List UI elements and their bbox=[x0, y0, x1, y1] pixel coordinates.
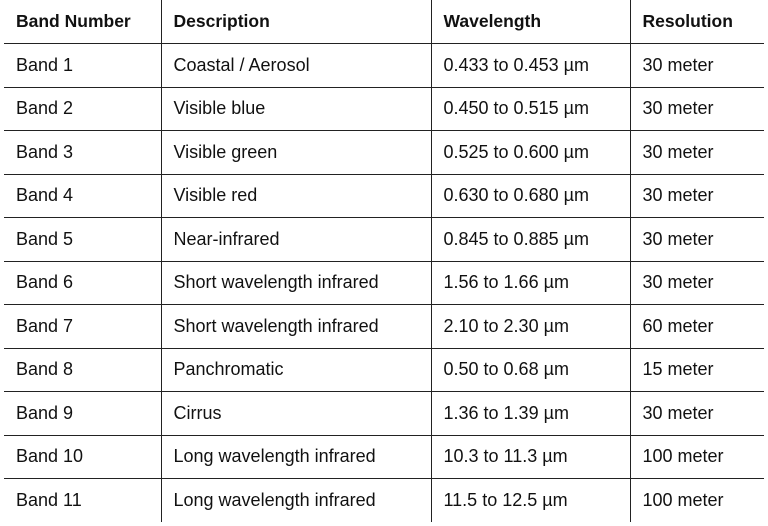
header-row: Band Number Description Wavelength Resol… bbox=[4, 0, 764, 44]
cell-description: Long wavelength infrared bbox=[160, 435, 431, 479]
cell-wavelength: 11.5 to 12.5 µm bbox=[430, 478, 630, 522]
table-row: Band 4 Visible red 0.630 to 0.680 µm 30 … bbox=[4, 174, 764, 218]
cell-band-number: Band 7 bbox=[4, 304, 161, 349]
table-row: Band 8 Panchromatic 0.50 to 0.68 µm 15 m… bbox=[4, 348, 764, 392]
cell-description: Visible blue bbox=[160, 87, 431, 131]
cell-description: Coastal / Aerosol bbox=[160, 43, 431, 88]
header-band-number: Band Number bbox=[4, 0, 161, 44]
header-description: Description bbox=[160, 0, 431, 44]
cell-band-number: Band 3 bbox=[4, 130, 161, 175]
cell-band-number: Band 6 bbox=[4, 261, 161, 305]
cell-description: Short wavelength infrared bbox=[160, 261, 431, 305]
cell-resolution: 30 meter bbox=[629, 43, 764, 88]
cell-resolution: 30 meter bbox=[629, 391, 764, 436]
cell-wavelength: 0.845 to 0.885 µm bbox=[430, 217, 630, 262]
cell-description: Short wavelength infrared bbox=[160, 304, 431, 349]
cell-resolution: 15 meter bbox=[629, 348, 764, 392]
header-resolution: Resolution bbox=[629, 0, 764, 44]
cell-description: Panchromatic bbox=[160, 348, 431, 392]
header-wavelength: Wavelength bbox=[430, 0, 630, 44]
cell-resolution: 100 meter bbox=[629, 435, 764, 479]
table-row: Band 6 Short wavelength infrared 1.56 to… bbox=[4, 261, 764, 305]
cell-wavelength: 10.3 to 11.3 µm bbox=[430, 435, 630, 479]
cell-resolution: 30 meter bbox=[629, 217, 764, 262]
cell-band-number: Band 10 bbox=[4, 435, 161, 479]
cell-wavelength: 1.56 to 1.66 µm bbox=[430, 261, 630, 305]
table-header: Band Number Description Wavelength Resol… bbox=[4, 0, 764, 44]
cell-resolution: 30 meter bbox=[629, 130, 764, 175]
cell-wavelength: 0.525 to 0.600 µm bbox=[430, 130, 630, 175]
cell-band-number: Band 8 bbox=[4, 348, 161, 392]
cell-resolution: 30 meter bbox=[629, 174, 764, 218]
cell-description: Cirrus bbox=[160, 391, 431, 436]
cell-band-number: Band 1 bbox=[4, 43, 161, 88]
cell-wavelength: 0.450 to 0.515 µm bbox=[430, 87, 630, 131]
cell-wavelength: 0.630 to 0.680 µm bbox=[430, 174, 630, 218]
cell-resolution: 30 meter bbox=[629, 261, 764, 305]
cell-resolution: 30 meter bbox=[629, 87, 764, 131]
table-row: Band 7 Short wavelength infrared 2.10 to… bbox=[4, 304, 764, 349]
band-table: Band Number Description Wavelength Resol… bbox=[4, 0, 764, 522]
cell-wavelength: 2.10 to 2.30 µm bbox=[430, 304, 630, 349]
cell-wavelength: 1.36 to 1.39 µm bbox=[430, 391, 630, 436]
cell-description: Visible red bbox=[160, 174, 431, 218]
table-row: Band 3 Visible green 0.525 to 0.600 µm 3… bbox=[4, 130, 764, 175]
table-row: Band 5 Near-infrared 0.845 to 0.885 µm 3… bbox=[4, 217, 764, 262]
cell-band-number: Band 2 bbox=[4, 87, 161, 131]
table-row: Band 1 Coastal / Aerosol 0.433 to 0.453 … bbox=[4, 43, 764, 88]
table-row: Band 2 Visible blue 0.450 to 0.515 µm 30… bbox=[4, 87, 764, 131]
cell-wavelength: 0.433 to 0.453 µm bbox=[430, 43, 630, 88]
cell-band-number: Band 11 bbox=[16, 489, 82, 510]
cell-band-number: Band 5 bbox=[4, 217, 161, 262]
table-body: Band 1 Coastal / Aerosol 0.433 to 0.453 … bbox=[4, 43, 764, 522]
cell-band-number: Band 9 bbox=[4, 391, 161, 436]
cell-description: Visible green bbox=[160, 130, 431, 175]
table-row: Band 9 Cirrus 1.36 to 1.39 µm 30 meter bbox=[4, 391, 764, 436]
cell-resolution: 100 meter bbox=[629, 478, 764, 522]
cell-description: Near-infrared bbox=[160, 217, 431, 262]
cell-resolution: 60 meter bbox=[629, 304, 764, 349]
cell-description: Long wavelength infrared bbox=[160, 478, 431, 522]
cell-wavelength: 0.50 to 0.68 µm bbox=[430, 348, 630, 392]
table-row: Band 11 Long wavelength infrared 11.5 to… bbox=[4, 478, 764, 522]
cell-band-number: Band 4 bbox=[4, 174, 161, 218]
table-row: Band 10 Long wavelength infrared 10.3 to… bbox=[4, 435, 764, 479]
